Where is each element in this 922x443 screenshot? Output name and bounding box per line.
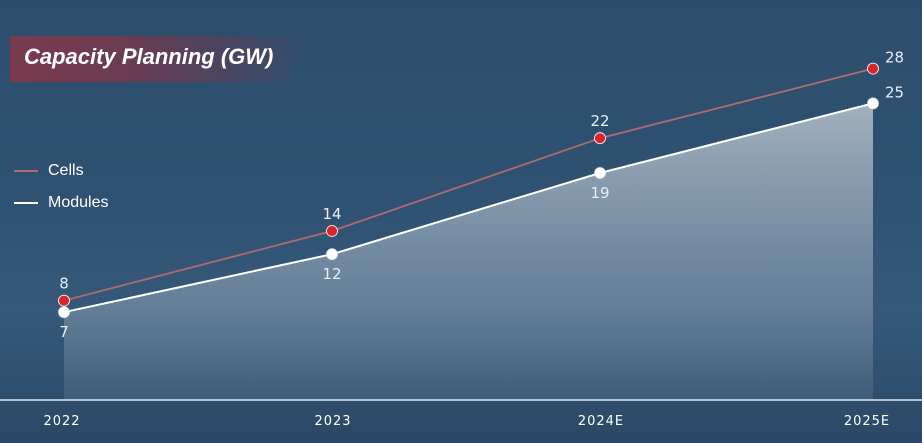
point-cells-2023: [326, 225, 338, 237]
legend: Cells Modules: [14, 155, 108, 219]
point-cells-2025e: [867, 62, 879, 75]
area-modules: [64, 103, 873, 401]
data-label-cells-2023: 14: [322, 205, 341, 223]
x-tick-label-2022: 2022: [43, 414, 80, 429]
series-line-modules: [63, 102, 874, 314]
legend-swatch-cells: [14, 170, 38, 172]
legend-label-modules: Modules: [48, 194, 109, 211]
data-label-cells-2022: 8: [59, 275, 69, 293]
legend-item-cells: Cells: [14, 155, 108, 187]
point-modules-2024e: [594, 167, 606, 179]
point-modules-2025e: [867, 97, 879, 110]
legend-swatch-modules: [14, 202, 38, 204]
series-line-cells: [63, 67, 874, 302]
x-tick-label-2025e: 2025E: [844, 414, 890, 429]
point-cells-2022: [58, 294, 70, 307]
data-label-cells-2024e: 22: [590, 112, 609, 130]
data-label-modules-2024e: 19: [590, 184, 609, 202]
point-cells-2024e: [594, 132, 606, 145]
legend-label-cells: Cells: [48, 162, 84, 179]
point-modules-2022: [58, 306, 70, 319]
legend-item-modules: Modules: [14, 187, 108, 219]
x-tick-label-2024e: 2024E: [578, 414, 624, 429]
x-tick-label-2023: 2023: [314, 414, 351, 429]
title-banner: [10, 36, 310, 82]
data-label-modules-2025e: 25: [885, 83, 904, 101]
point-modules-2023: [326, 248, 338, 261]
data-label-modules-2023: 12: [322, 265, 341, 283]
data-label-cells-2025e: 28: [885, 49, 904, 67]
chart-title: Capacity Planning (GW): [24, 44, 274, 69]
data-label-modules-2022: 7: [59, 323, 69, 341]
